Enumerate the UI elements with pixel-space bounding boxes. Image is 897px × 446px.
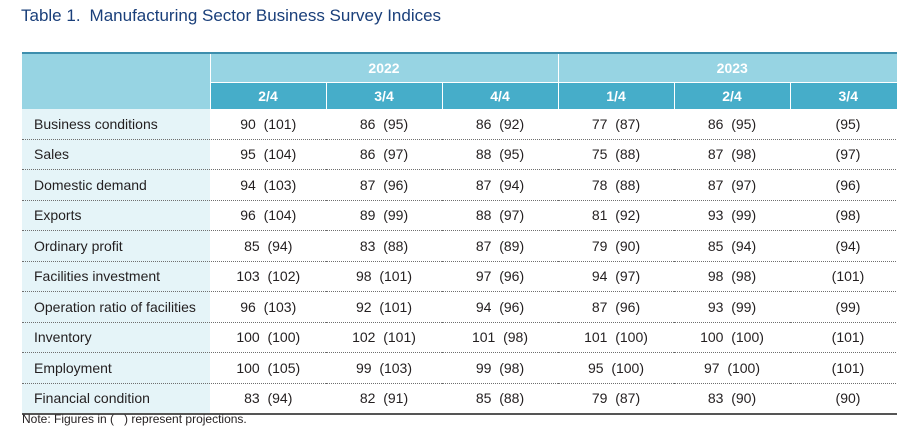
row-label: Business conditions xyxy=(22,109,211,140)
row-label: Inventory xyxy=(22,322,211,353)
value-cell: 98 (101) xyxy=(326,261,442,292)
value-cell: 92 (101) xyxy=(326,291,442,323)
quarter-header: 4/4 xyxy=(441,82,559,109)
value-cell: 102 (101) xyxy=(326,322,442,353)
corner-cell xyxy=(22,52,211,109)
value-cell: (101) xyxy=(790,261,897,292)
value-cell: 78 (88) xyxy=(558,169,674,201)
value-cell: 83 (90) xyxy=(674,383,790,415)
value-cell: 101 (98) xyxy=(442,322,558,353)
year-header-row: 2022 2023 xyxy=(22,52,897,109)
row-label: Sales xyxy=(22,139,211,170)
value-cell: 87 (97) xyxy=(674,169,790,201)
table-row: Exports 96 (104) 89 (99) 88 (97) 81 (92) 93 (… xyxy=(22,200,897,231)
value-cell: 98 (98) xyxy=(674,261,790,292)
value-cell: 94 (97) xyxy=(558,261,674,292)
table-row: Domestic demand 94 (103) 87 (96) 87 (94) 78 … xyxy=(22,169,897,201)
value-cell: 93 (99) xyxy=(674,200,790,231)
value-cell: 83 (94) xyxy=(210,383,326,415)
quarter-header: 2/4 xyxy=(673,82,790,109)
value-cell: 103 (102) xyxy=(210,261,326,292)
year-header-2023: 2023 xyxy=(558,52,897,83)
row-label: Financial condition xyxy=(22,383,211,415)
value-cell: 86 (95) xyxy=(674,109,790,140)
year-header-2022: 2022 xyxy=(210,52,559,83)
table-row: Ordinary profit 85 (94) 83 (88) 87 (89) 79 (… xyxy=(22,230,897,262)
value-cell: 87 (89) xyxy=(442,230,558,262)
value-cell: (96) xyxy=(790,169,897,201)
table-row: Facilities investment 103 (102) 98 (101) 97… xyxy=(22,261,897,292)
value-cell: 77 (87) xyxy=(558,109,674,140)
quarter-header: 3/4 xyxy=(325,82,442,109)
quarter-header: 1/4 xyxy=(557,82,674,109)
value-cell: 85 (88) xyxy=(442,383,558,415)
row-label: Ordinary profit xyxy=(22,230,211,262)
table-number: Table 1. xyxy=(21,6,81,25)
value-cell: 87 (96) xyxy=(326,169,442,201)
row-label: Employment xyxy=(22,352,211,384)
value-cell: 90 (101) xyxy=(210,109,326,140)
value-cell: 86 (92) xyxy=(442,109,558,140)
value-cell: 94 (96) xyxy=(442,291,558,323)
table-row: Financial condition 83 (94) 82 (91) 85 (88)… xyxy=(22,383,897,415)
value-cell: (98) xyxy=(790,200,897,231)
quarter-header: 2/4 xyxy=(210,82,326,109)
value-cell: 88 (95) xyxy=(442,139,558,170)
quarter-header: 3/4 xyxy=(789,82,897,109)
quarter-header-row: 2/4 3/4 4/4 1/4 2/4 3/4 xyxy=(22,82,897,109)
table-row: Business conditions 90 (101) 86 (95) 86 (92… xyxy=(22,109,897,140)
value-cell: (90) xyxy=(790,383,897,415)
value-cell: 79 (90) xyxy=(558,230,674,262)
value-cell: 100 (100) xyxy=(210,322,326,353)
value-cell: 88 (97) xyxy=(442,200,558,231)
value-cell: 99 (98) xyxy=(442,352,558,384)
value-cell: 87 (94) xyxy=(442,169,558,201)
value-cell: 96 (103) xyxy=(210,291,326,323)
row-label: Facilities investment xyxy=(22,261,211,292)
value-cell: (95) xyxy=(790,109,897,140)
value-cell: 95 (104) xyxy=(210,139,326,170)
value-cell: 100 (105) xyxy=(210,352,326,384)
value-cell: (101) xyxy=(790,322,897,353)
value-cell: (94) xyxy=(790,230,897,262)
table-body: Business conditions 90 (101) 86 (95) 86 (92… xyxy=(22,109,897,415)
value-cell: 82 (91) xyxy=(326,383,442,415)
value-cell: 89 (99) xyxy=(326,200,442,231)
value-cell: 83 (88) xyxy=(326,230,442,262)
value-cell: 95 (100) xyxy=(558,352,674,384)
value-cell: 101 (100) xyxy=(558,322,674,353)
value-cell: 87 (98) xyxy=(674,139,790,170)
value-cell: 100 (100) xyxy=(674,322,790,353)
value-cell: 85 (94) xyxy=(674,230,790,262)
table-title: Table 1. Manufacturing Sector Business Su… xyxy=(21,6,441,26)
value-cell: (97) xyxy=(790,139,897,170)
value-cell: 97 (100) xyxy=(674,352,790,384)
table-title-text: Manufacturing Sector Business Survey Ind… xyxy=(89,6,442,25)
value-cell: 94 (103) xyxy=(210,169,326,201)
table-note: Note: Figures in ( ) represent projectio… xyxy=(22,412,247,426)
table-row: Inventory 100 (100) 102 (101) 101 (98) 101 (… xyxy=(22,322,897,353)
value-cell: 96 (104) xyxy=(210,200,326,231)
row-label: Domestic demand xyxy=(22,169,211,201)
table-row: Sales 95 (104) 86 (97) 88 (95) 75 (88) 87 (98… xyxy=(22,139,897,170)
value-cell: 97 (96) xyxy=(442,261,558,292)
value-cell: 99 (103) xyxy=(326,352,442,384)
survey-table: 2022 2023 2/4 3/4 4/4 1/4 2/4 3/4 Busine… xyxy=(22,52,897,415)
value-cell: (99) xyxy=(790,291,897,323)
table-row: Operation ratio of facilities 96 (103) 92 … xyxy=(22,291,897,323)
value-cell: 81 (92) xyxy=(558,200,674,231)
table-row: Employment 100 (105) 99 (103) 99 (98) 95 (10… xyxy=(22,352,897,384)
row-label: Exports xyxy=(22,200,211,231)
value-cell: 85 (94) xyxy=(210,230,326,262)
value-cell: 93 (99) xyxy=(674,291,790,323)
value-cell: (101) xyxy=(790,352,897,384)
value-cell: 87 (96) xyxy=(558,291,674,323)
row-label: Operation ratio of facilities xyxy=(22,291,211,323)
value-cell: 86 (95) xyxy=(326,109,442,140)
value-cell: 75 (88) xyxy=(558,139,674,170)
value-cell: 86 (97) xyxy=(326,139,442,170)
value-cell: 79 (87) xyxy=(558,383,674,415)
